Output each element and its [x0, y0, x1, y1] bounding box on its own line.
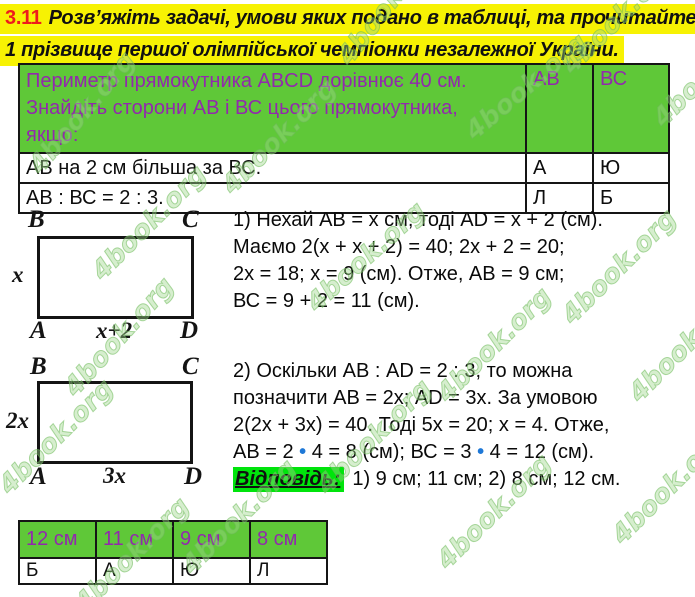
- answer-header-cell: 9 см: [172, 520, 251, 559]
- condition-line: Периметр прямокутника ABCD дорівнює 40 с…: [26, 70, 467, 92]
- answer-table: 12 см 11 см 9 см 8 см Б А Ю Л: [18, 520, 328, 585]
- solution-line: 2) Оскільки АВ : AD = 2 : 3, то можна: [233, 360, 573, 382]
- answer-line: Відповідь: 1) 9 см; 11 см; 2) 8 см; 12 см…: [233, 466, 620, 493]
- answer-label: Відповідь:: [233, 467, 345, 492]
- figure2-corner-c: C: [182, 353, 199, 380]
- figure1-bottom-label: x+2: [96, 318, 133, 343]
- condition-line: Знайдіть сторони АВ і ВС цього прямокутн…: [26, 97, 458, 119]
- table-row: АВ : ВС = 2 : 3. Л Б: [18, 182, 670, 214]
- figure2-side-label: 2x: [6, 408, 29, 433]
- solution-text: 4 = 12 (см).: [484, 441, 595, 463]
- figure1-side-label: x: [12, 262, 24, 287]
- solution-line: 2(2х + 3х) = 40. Тоді 5х = 20; х = 4. От…: [233, 414, 610, 436]
- title-line-1: 3.11 Розв’яжіть задачі, умови яких подано…: [0, 4, 695, 34]
- figure1-corner-d: D: [180, 317, 199, 344]
- watermark: 4book.org: [623, 281, 695, 409]
- row-condition: АВ на 2 см більша за ВС.: [18, 152, 527, 184]
- answer-header-cell: 11 см: [95, 520, 174, 559]
- column-header-ab: АВ: [525, 63, 594, 154]
- answer-letter-cell: Л: [249, 557, 328, 585]
- solution-line: ВС = 9 + 2 = 11 (см).: [233, 290, 420, 312]
- condition-table: Периметр прямокутника ABCD дорівнює 40 с…: [18, 63, 670, 214]
- solution-text: АВ = 2: [233, 441, 300, 463]
- condition-line: якщо:: [26, 124, 79, 146]
- solution-line: позначити АВ = 2х; AD = 3х. За умовою: [233, 387, 598, 409]
- row-condition: АВ : ВС = 2 : 3.: [18, 182, 527, 214]
- figure2-bottom-label: 3x: [103, 463, 126, 488]
- multiply-dot: •: [477, 441, 485, 463]
- row-letter-bc: Ю: [592, 152, 670, 184]
- figure2-rectangle: [37, 381, 193, 464]
- problem-number: 3.11: [5, 7, 42, 29]
- row-letter-bc: Б: [592, 182, 670, 214]
- multiply-dot: •: [299, 441, 307, 463]
- problem-title: 3.11 Розв’яжіть задачі, умови яких подано…: [0, 4, 695, 66]
- column-header-bc: ВС: [592, 63, 670, 154]
- condition-table-header-row: Периметр прямокутника ABCD дорівнює 40 с…: [18, 63, 670, 154]
- answer-table-letter-row: Б А Ю Л: [18, 557, 328, 585]
- answer-values: 1) 9 см; 11 см; 2) 8 см; 12 см.: [352, 468, 621, 490]
- answer-header-cell: 8 см: [249, 520, 328, 559]
- answer-table-header-row: 12 см 11 см 9 см 8 см: [18, 520, 328, 559]
- solution-line: 1) Нехай АВ = х см, тоді AD = х + 2 (см)…: [233, 209, 603, 231]
- solution-line: АВ = 2 • 4 = 8 (см); ВС = 3 • 4 = 12 (см…: [233, 439, 620, 466]
- table-row: АВ на 2 см більша за ВС. А Ю: [18, 152, 670, 184]
- figure1-corner-b: B: [28, 206, 45, 233]
- title-text-1: Розв’яжіть задачі, умови яких подано в т…: [48, 7, 695, 29]
- answer-letter-cell: Ю: [172, 557, 251, 585]
- figure1-corner-c: C: [182, 206, 199, 233]
- figure2-corner-d: D: [184, 463, 203, 490]
- title-line-2: 1 прізвище першої олімпійської чемпіонки…: [0, 36, 624, 66]
- row-letter-ab: Л: [525, 182, 594, 214]
- solution-text: 4 = 8 (см); ВС = 3: [306, 441, 478, 463]
- solution-line: 2х = 18; х = 9 (см). Отже, АВ = 9 см;: [233, 263, 565, 285]
- condition-cell: Периметр прямокутника ABCD дорівнює 40 с…: [18, 63, 527, 154]
- figure1-rectangle: [37, 236, 194, 319]
- column-header-ab-label: АВ: [533, 68, 560, 90]
- figure2-corner-a: A: [30, 463, 47, 490]
- row-letter-ab: А: [525, 152, 594, 184]
- column-header-bc-label: ВС: [600, 68, 628, 90]
- solution-line: Маємо 2(х + х + 2) = 40; 2х + 2 = 20;: [233, 236, 565, 258]
- answer-letter-cell: А: [95, 557, 174, 585]
- title-text-2: 1 прізвище першої олімпійської чемпіонки…: [5, 39, 619, 61]
- figure2-corner-b: B: [30, 353, 47, 380]
- solution-part-2: 2) Оскільки АВ : AD = 2 : 3, то можна по…: [233, 358, 620, 493]
- solution-part-1: 1) Нехай АВ = х см, тоді AD = х + 2 (см)…: [233, 207, 603, 315]
- answer-letter-cell: Б: [18, 557, 97, 585]
- answer-header-cell: 12 см: [18, 520, 97, 559]
- figure1-corner-a: A: [30, 317, 47, 344]
